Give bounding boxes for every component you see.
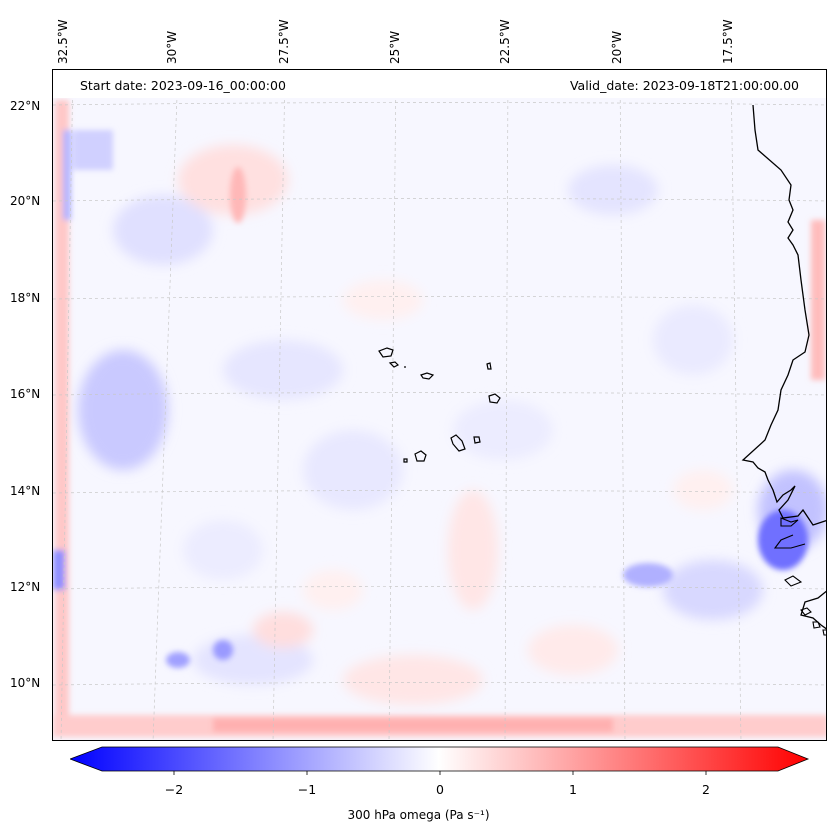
lon-tick-27.5W: 27.5°W [277,19,291,64]
cape-verde-islands [378,347,501,463]
colorbar-gradient [68,746,810,772]
start-date-label: Start date: 2023-09-16_00:00:00 [80,78,286,93]
lat-tick-18N: 18°N [10,291,41,305]
colorbar-tick-0: 0 [436,782,444,797]
coastline-gambia [773,517,806,549]
colorbar-tick-2: 2 [702,782,710,797]
map-panel: Start date: 2023-09-16_00:00:00 Valid_da… [52,69,827,741]
colorbar-tick-neg1: −1 [297,782,317,797]
lat-tick-10N: 10°N [10,676,41,690]
field-background [53,70,826,740]
colorbar-tick-neg2: −2 [164,782,184,797]
lat-tick-12N: 12°N [10,580,41,594]
gridlines [53,70,826,740]
coastline-south [800,590,826,630]
lat-tick-14N: 14°N [10,484,41,498]
colorbar-label: 300 hPa omega (Pa s⁻¹) [347,808,490,822]
lon-tick-30W: 30°W [165,30,179,64]
lat-tick-22N: 22°N [10,99,41,113]
lon-tick-20W: 20°W [610,30,624,64]
lon-tick-22.5W: 22.5°W [498,19,512,64]
lat-tick-16N: 16°N [10,387,41,401]
colorbar-ticks [173,771,707,775]
valid-date-label: Valid_date: 2023-09-18T21:00:00.00 [569,78,799,93]
lat-tick-20N: 20°N [10,194,41,208]
omega-field-map [53,70,826,740]
lon-tick-25W: 25°W [388,30,402,64]
colorbar-svg [68,746,810,775]
bijagos-islands [784,575,826,636]
colorbar [68,746,810,780]
lon-tick-17.5W: 17.5°W [721,19,735,64]
african-coastline [741,104,826,526]
header-band [53,70,826,98]
edge-bands [53,100,826,737]
colorbar-tick-1: 1 [569,782,577,797]
lon-tick-32.5W: 32.5°W [56,19,70,64]
